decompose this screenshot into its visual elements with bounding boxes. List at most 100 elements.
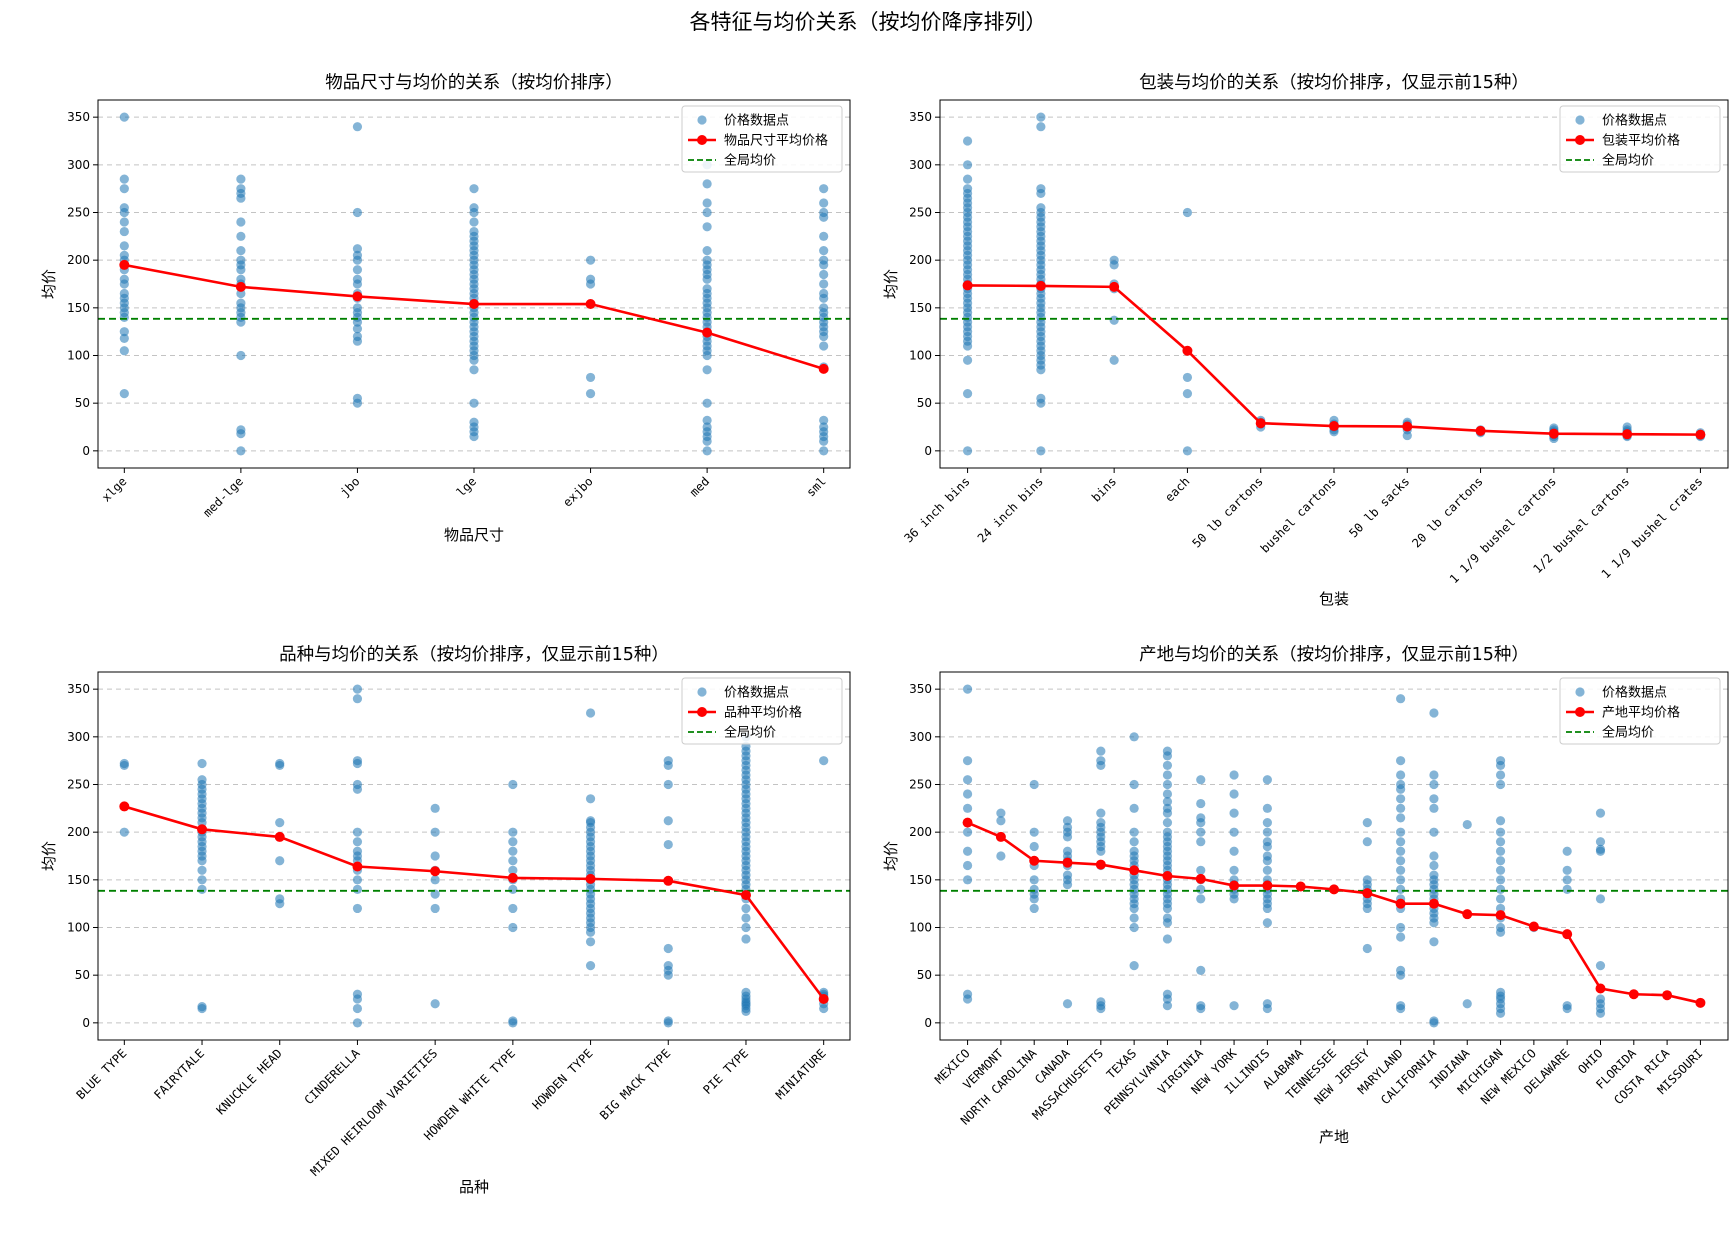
price-data-point — [1429, 779, 1439, 790]
price-data-point — [1595, 961, 1606, 971]
y-tick-label: 150 — [67, 873, 90, 887]
price-data-point — [1062, 999, 1073, 1009]
price-data-point — [1562, 846, 1572, 856]
price-data-point — [1036, 398, 1046, 408]
price-data-point — [1109, 315, 1119, 325]
price-data-point — [1036, 365, 1046, 375]
price-data-point — [1495, 856, 1506, 866]
y-tick-label: 250 — [67, 205, 90, 219]
y-tick-label: 100 — [909, 921, 932, 935]
price-data-point — [1396, 932, 1406, 942]
mean-price-marker — [585, 299, 596, 310]
axes-frame — [939, 671, 1729, 1041]
y-axis-label: 均价 — [882, 269, 900, 299]
legend-label: 全局均价 — [1602, 153, 1654, 169]
mean-price-marker — [235, 281, 246, 292]
mean-price-marker — [1662, 990, 1673, 1001]
price-data-point — [819, 184, 829, 194]
price-data-point — [119, 217, 129, 227]
price-data-point — [197, 875, 207, 885]
price-data-point — [819, 198, 829, 208]
y-tick-label: 250 — [909, 777, 932, 791]
price-data-point — [352, 255, 363, 265]
price-data-point — [508, 846, 518, 856]
price-data-point — [585, 927, 596, 937]
mean-price-marker — [352, 861, 363, 872]
price-data-point — [1229, 894, 1239, 904]
price-data-point — [1029, 779, 1039, 790]
price-data-point — [197, 865, 207, 875]
subplot-package: 包装与均价的关系（按均价排序，仅显示前15种） 0 50 100 150 200 250 30… — [882, 73, 1729, 608]
price-data-point — [1029, 841, 1039, 852]
legend-label: 品种平均价格 — [724, 705, 802, 721]
price-data-point — [1129, 837, 1139, 847]
price-data-point — [1495, 837, 1506, 847]
legend-label: 物品尺寸平均价格 — [724, 133, 828, 149]
price-data-point — [819, 446, 829, 456]
price-data-point — [702, 274, 712, 284]
price-data-point — [1196, 827, 1206, 837]
price-data-point — [962, 446, 973, 456]
legend-box — [681, 677, 843, 745]
y-tick-label: 200 — [909, 253, 932, 267]
x-tick-label: bins — [1089, 474, 1119, 504]
price-data-point — [1262, 775, 1272, 785]
price-data-point — [1162, 797, 1173, 807]
price-data-point — [1196, 884, 1206, 894]
price-data-point — [1096, 760, 1106, 771]
price-data-point — [1362, 943, 1372, 954]
price-data-point — [1162, 1001, 1173, 1011]
price-data-point — [275, 899, 285, 909]
price-data-point — [1562, 865, 1572, 875]
price-data-point — [585, 372, 596, 383]
x-tick-label: med-lge — [200, 474, 246, 520]
price-data-point — [119, 346, 129, 356]
price-data-point — [1262, 903, 1272, 914]
x-tick-label: MINIATURE — [773, 1046, 829, 1102]
mean-price-marker — [1329, 421, 1339, 432]
price-data-point — [1396, 970, 1406, 980]
mean-price-marker — [1062, 857, 1073, 868]
mean-price-marker — [1562, 929, 1573, 940]
price-data-point — [1396, 813, 1406, 823]
price-data-point — [996, 816, 1006, 826]
legend-marker-points — [697, 687, 707, 697]
price-data-point — [702, 398, 712, 408]
price-data-point — [1162, 770, 1173, 780]
price-data-point — [119, 312, 129, 322]
price-data-point — [962, 775, 973, 785]
subplot-title-origin: 产地与均价的关系（按均价排序，仅显示前15种） — [1139, 645, 1529, 665]
mean-price-marker — [1462, 909, 1473, 920]
price-data-point — [663, 839, 673, 850]
price-data-point — [962, 136, 973, 146]
legend-label: 全局均价 — [724, 153, 776, 169]
price-data-point — [1196, 775, 1206, 785]
price-data-point — [275, 760, 285, 771]
price-data-point — [1262, 856, 1272, 866]
price-data-point — [1229, 865, 1239, 875]
price-data-point — [119, 389, 129, 399]
price-data-point — [1196, 865, 1206, 875]
x-tick-label: bushel cartons — [1258, 474, 1339, 555]
price-data-point — [352, 398, 363, 408]
y-tick-label: 0 — [82, 444, 90, 458]
price-data-point — [819, 269, 829, 280]
price-data-point — [236, 350, 246, 361]
price-data-point — [1129, 732, 1139, 742]
price-data-point — [702, 350, 712, 361]
price-data-point — [352, 875, 363, 885]
price-data-point — [1402, 430, 1412, 441]
price-data-point — [741, 934, 751, 944]
price-data-point — [962, 846, 973, 856]
price-data-point — [236, 193, 246, 203]
price-data-point — [352, 694, 363, 704]
price-data-point — [352, 837, 363, 847]
subplot-title-item-size: 物品尺寸与均价的关系（按均价排序） — [325, 73, 623, 93]
price-data-point — [430, 851, 440, 861]
price-data-point — [1262, 803, 1272, 813]
mean-price-marker — [1475, 425, 1486, 436]
price-data-point — [1562, 884, 1572, 894]
price-data-point — [508, 903, 518, 914]
